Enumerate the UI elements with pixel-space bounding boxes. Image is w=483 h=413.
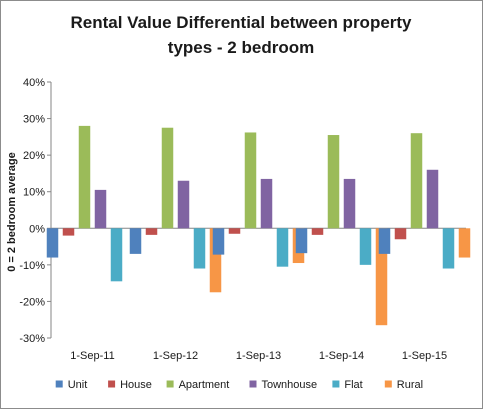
- bar-flat-1-sep-15: [442, 228, 455, 269]
- bar-apartment-1-sep-13: [244, 132, 257, 229]
- bar-house-1-sep-14: [311, 228, 324, 235]
- axes-layer: [47, 81, 466, 339]
- bar-townhouse-1-sep-11: [94, 189, 107, 229]
- bar-flat-1-sep-13: [276, 228, 289, 267]
- bar-flat-1-sep-11: [110, 228, 123, 282]
- y-tick-label: 40%: [23, 77, 45, 89]
- bar-unit-1-sep-14: [295, 228, 308, 254]
- y-axis-title: 0 = 2 bedroom average: [6, 152, 18, 272]
- bar-townhouse-1-sep-12: [177, 180, 190, 229]
- bar-house-1-sep-12: [145, 228, 158, 235]
- bar-townhouse-1-sep-15: [426, 169, 439, 229]
- legend-swatch: [166, 380, 174, 388]
- y-tick-label: 10%: [23, 187, 45, 199]
- y-tick-label: -20%: [19, 296, 45, 308]
- y-tick-label: -30%: [19, 333, 45, 345]
- x-tick-label: 1-Sep-14: [319, 350, 364, 362]
- bar-apartment-1-sep-14: [327, 135, 340, 229]
- bar-house-1-sep-15: [394, 228, 407, 240]
- legend-label: Townhouse: [262, 379, 318, 391]
- bar-apartment-1-sep-11: [78, 125, 91, 229]
- legend-swatch: [108, 380, 116, 388]
- legend-item-townhouse: Townhouse: [249, 379, 318, 391]
- bar-unit-1-sep-15: [378, 228, 391, 254]
- legend-item-house: House: [108, 379, 152, 391]
- legend-item-apartment: Apartment: [166, 379, 230, 391]
- legend-item-rural: Rural: [384, 379, 423, 391]
- legend-label: House: [120, 379, 152, 391]
- tick-labels-layer: 40% 30% 20% 10% 0% -10% -20% -30% 1-Sep-11 1-Sep-…: [19, 77, 447, 362]
- bar-townhouse-1-sep-14: [343, 178, 356, 229]
- legend-item-flat: Flat: [332, 379, 363, 391]
- bar-unit-1-sep-13: [212, 228, 225, 255]
- y-tick-label: 30%: [23, 114, 45, 126]
- legend-swatch: [249, 380, 257, 388]
- legend-swatch: [55, 380, 63, 388]
- bar-apartment-1-sep-15: [410, 133, 423, 229]
- x-tick-label: 1-Sep-11: [70, 350, 114, 362]
- bar-house-1-sep-13: [228, 228, 241, 234]
- y-tick-label: 0%: [29, 223, 45, 235]
- bars-layer: [46, 125, 471, 326]
- bar-unit-1-sep-12: [129, 228, 142, 254]
- legend-swatch: [332, 380, 340, 388]
- bar-rural-1-sep-12: [209, 228, 222, 293]
- bar-rural-1-sep-14: [375, 228, 388, 326]
- chart-title-line-1: Rental Value Differential between proper…: [70, 13, 412, 32]
- bar-house-1-sep-11: [62, 228, 75, 236]
- legend-label: Apartment: [179, 379, 230, 391]
- legend: Unit House Apartment Townhouse Flat Rural: [55, 379, 423, 391]
- legend-label: Unit: [68, 379, 88, 391]
- x-tick-label: 1-Sep-12: [153, 350, 198, 362]
- legend-label: Flat: [344, 379, 362, 391]
- legend-label: Rural: [397, 379, 423, 391]
- y-tick-label: 20%: [23, 150, 45, 162]
- legend-item-unit: Unit: [55, 379, 88, 391]
- bar-townhouse-1-sep-13: [260, 178, 273, 229]
- x-tick-label: 1-Sep-13: [236, 350, 281, 362]
- bar-flat-1-sep-14: [359, 228, 372, 265]
- bar-rural-1-sep-15: [458, 228, 471, 258]
- chart-title-line-2: types - 2 bedroom: [168, 38, 314, 57]
- bar-apartment-1-sep-12: [161, 127, 174, 229]
- y-tick-label: -10%: [19, 260, 45, 272]
- bar-unit-1-sep-11: [46, 228, 59, 258]
- legend-swatch: [384, 380, 392, 388]
- x-tick-label: 1-Sep-15: [402, 350, 447, 362]
- bar-flat-1-sep-12: [193, 228, 206, 269]
